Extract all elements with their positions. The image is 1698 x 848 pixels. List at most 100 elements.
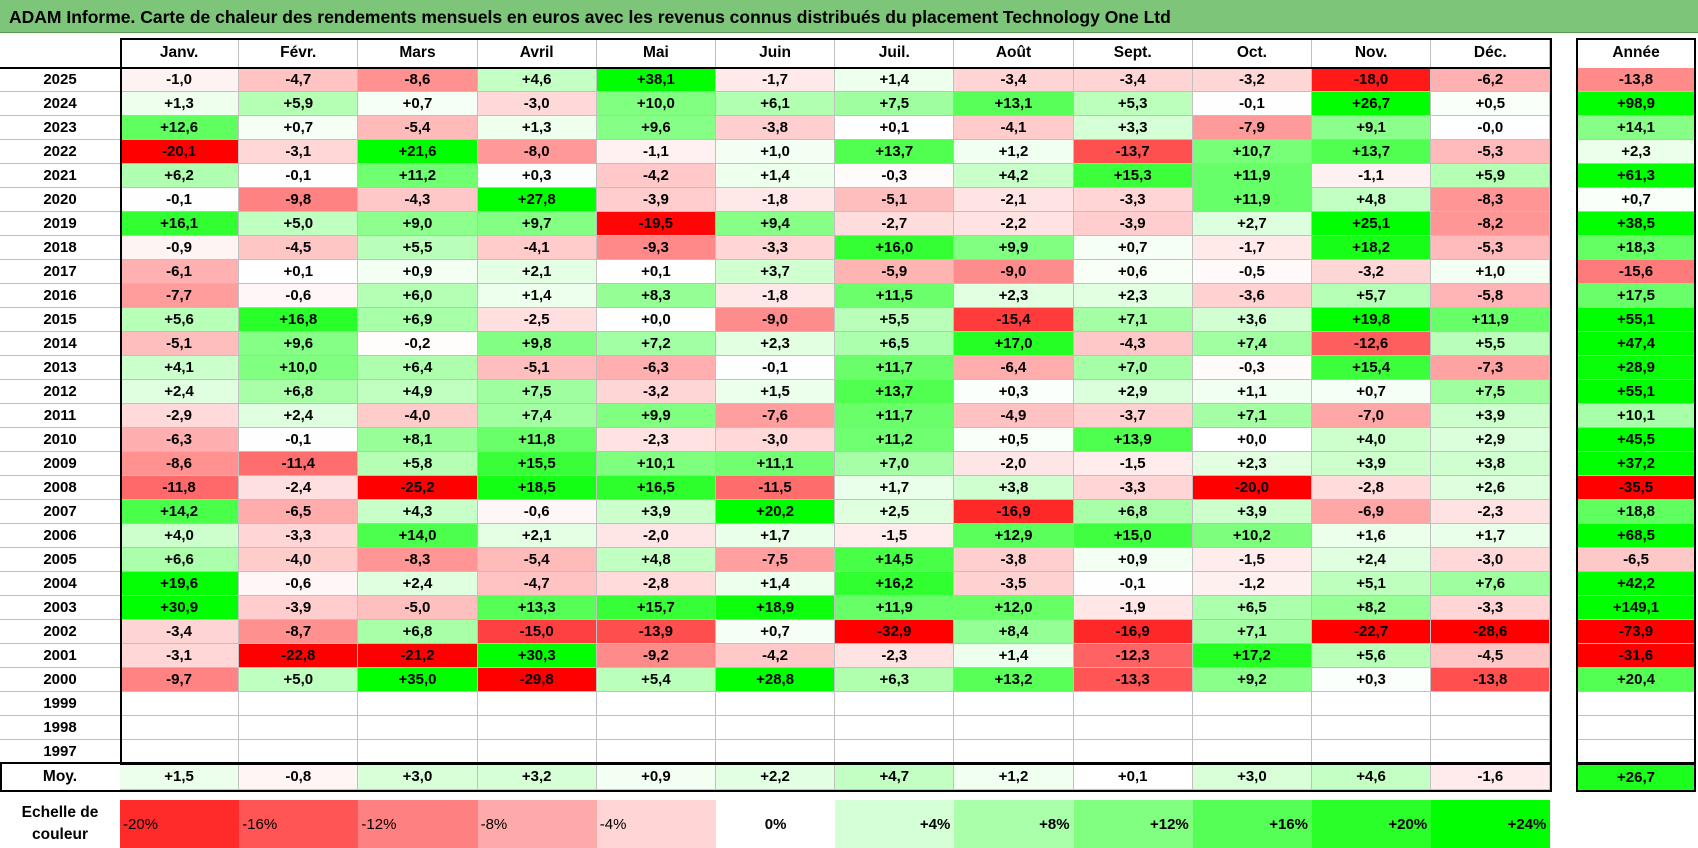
- heatmap-cell: +6,5: [835, 332, 955, 356]
- heatmap-cell: -20,0: [1192, 476, 1312, 500]
- heatmap-cell: +6,0: [358, 284, 478, 308]
- average-cell: +1,2: [954, 764, 1074, 790]
- heatmap-cell: +9,8: [477, 332, 597, 356]
- color-scale-step: 0%: [716, 800, 836, 848]
- annual-cell: +18,8: [1576, 500, 1696, 524]
- month-header: Févr.: [239, 38, 359, 68]
- heatmap-cell: -1,0: [120, 68, 240, 92]
- heatmap-cell: +7,5: [1431, 380, 1551, 404]
- heatmap-cell: +2,4: [239, 404, 359, 428]
- heatmap-cell: +16,0: [835, 236, 955, 260]
- heatmap-cell: +5,4: [596, 668, 716, 692]
- heatmap-cell: +8,2: [1312, 596, 1432, 620]
- heatmap-cell: -2,4: [239, 476, 359, 500]
- heatmap-cell: -1,5: [1192, 548, 1312, 572]
- heatmap-cell: +25,1: [1312, 212, 1432, 236]
- heatmap-cell: +13,9: [1073, 428, 1193, 452]
- year-label: 2025: [0, 68, 120, 92]
- heatmap-cell: -6,9: [1312, 500, 1432, 524]
- heatmap-cell: -15,0: [477, 620, 597, 644]
- heatmap-cell: +1,4: [835, 68, 955, 92]
- heatmap-cell: +3,6: [1192, 308, 1312, 332]
- heatmap-cell: -3,3: [239, 524, 359, 548]
- heatmap-cell: -4,3: [1073, 332, 1193, 356]
- heatmap-cell: +7,1: [1073, 308, 1193, 332]
- heatmap-cell: +0,3: [477, 164, 597, 188]
- heatmap-cell: +5,3: [1073, 92, 1193, 116]
- heatmap-cell: -8,7: [239, 620, 359, 644]
- heatmap-cell: +19,8: [1312, 308, 1432, 332]
- heatmap-cell: [596, 716, 716, 740]
- heatmap-cell: +0,1: [596, 260, 716, 284]
- heatmap-cell: -3,4: [120, 620, 240, 644]
- year-label: 2024: [0, 92, 120, 116]
- heatmap-cell: +6,4: [358, 356, 478, 380]
- heatmap-cell: +3,9: [1312, 452, 1432, 476]
- heatmap-cell: +26,7: [1312, 92, 1432, 116]
- heatmap-cell: -0,6: [477, 500, 597, 524]
- annual-cell: +14,1: [1576, 116, 1696, 140]
- heatmap-cell: +1,4: [954, 644, 1074, 668]
- heatmap-cell: +11,7: [835, 404, 955, 428]
- heatmap-cell: +9,7: [477, 212, 597, 236]
- year-label: 2011: [0, 404, 120, 428]
- heatmap-cell: +15,7: [596, 596, 716, 620]
- annual-cell: +2,3: [1576, 140, 1696, 164]
- year-label: 2018: [0, 236, 120, 260]
- color-scale-step: -12%: [358, 800, 478, 848]
- heatmap-cell: +4,3: [358, 500, 478, 524]
- heatmap-cell: +11,7: [835, 356, 955, 380]
- heatmap-cell: -8,6: [358, 68, 478, 92]
- heatmap-cell: +28,8: [716, 668, 836, 692]
- heatmap-cell: +6,8: [358, 620, 478, 644]
- heatmap-cell: +8,3: [596, 284, 716, 308]
- average-cell: +0,1: [1073, 764, 1193, 790]
- heatmap-cell: -13,9: [596, 620, 716, 644]
- heatmap-cell: +4,8: [596, 548, 716, 572]
- heatmap-cell: +2,4: [120, 380, 240, 404]
- heatmap-cell: [835, 692, 955, 716]
- color-scale-step: -16%: [239, 800, 359, 848]
- heatmap-cell: +1,3: [120, 92, 240, 116]
- heatmap-cell: -1,8: [716, 284, 836, 308]
- heatmap-cell: +10,0: [239, 356, 359, 380]
- heatmap-cell: -0,6: [239, 284, 359, 308]
- heatmap-cell: -2,5: [477, 308, 597, 332]
- heatmap-cell: +5,5: [1431, 332, 1551, 356]
- heatmap-cell: -3,2: [596, 380, 716, 404]
- heatmap-cell: +12,6: [120, 116, 240, 140]
- heatmap-cell: -5,0: [358, 596, 478, 620]
- heatmap-cell: +9,9: [596, 404, 716, 428]
- heatmap-cell: +16,8: [239, 308, 359, 332]
- annual-cell: -35,5: [1576, 476, 1696, 500]
- heatmap-cell: -0,1: [716, 356, 836, 380]
- heatmap-cell: +13,7: [1312, 140, 1432, 164]
- heatmap-cell: +16,5: [596, 476, 716, 500]
- heatmap-cell: [954, 716, 1074, 740]
- heatmap-cell: +6,8: [1073, 500, 1193, 524]
- year-label: 2006: [0, 524, 120, 548]
- heatmap-cell: -8,3: [358, 548, 478, 572]
- heatmap-cell: +2,3: [1073, 284, 1193, 308]
- heatmap-cell: [358, 740, 478, 764]
- heatmap-cell: [358, 716, 478, 740]
- color-scale-step: +16%: [1192, 800, 1312, 848]
- heatmap-cell: -8,3: [1431, 188, 1551, 212]
- heatmap-cell: -6,3: [120, 428, 240, 452]
- heatmap-cell: -5,1: [477, 356, 597, 380]
- month-header: Mai: [596, 38, 716, 68]
- annual-cell: +47,4: [1576, 332, 1696, 356]
- heatmap-cell: +30,9: [120, 596, 240, 620]
- heatmap-cell: +5,0: [239, 668, 359, 692]
- heatmap-cell: +7,6: [1431, 572, 1551, 596]
- annual-cell: -31,6: [1576, 644, 1696, 668]
- average-cell: -0,8: [239, 764, 359, 790]
- year-label: 2013: [0, 356, 120, 380]
- heatmap-cell: +20,2: [716, 500, 836, 524]
- heatmap-cell: +5,8: [358, 452, 478, 476]
- heatmap-cell: +5,9: [1431, 164, 1551, 188]
- heatmap-cell: +7,5: [835, 92, 955, 116]
- month-header: Janv.: [120, 38, 240, 68]
- average-cell: +3,2: [477, 764, 597, 790]
- heatmap-cell: [716, 740, 836, 764]
